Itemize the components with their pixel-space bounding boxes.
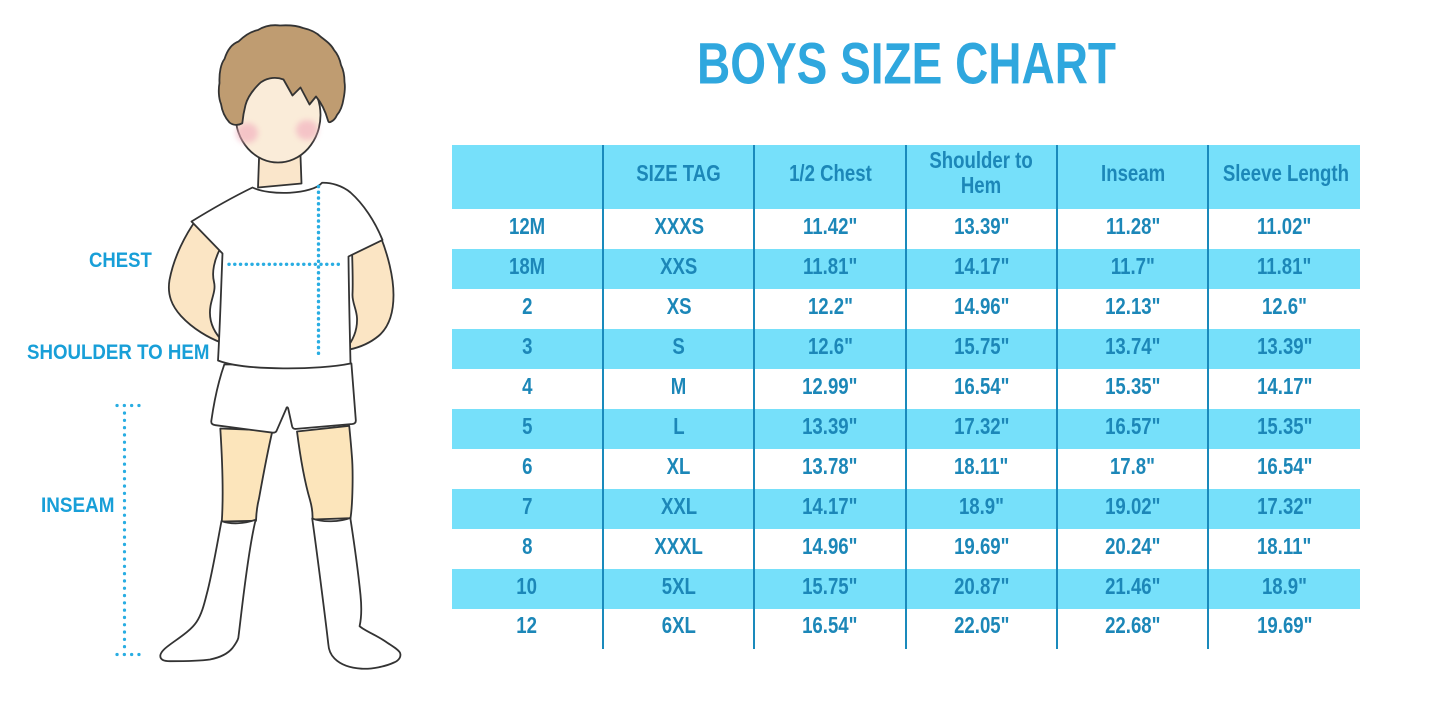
svg-text:BOYS SIZE CHART: BOYS SIZE CHART — [697, 32, 1116, 97]
